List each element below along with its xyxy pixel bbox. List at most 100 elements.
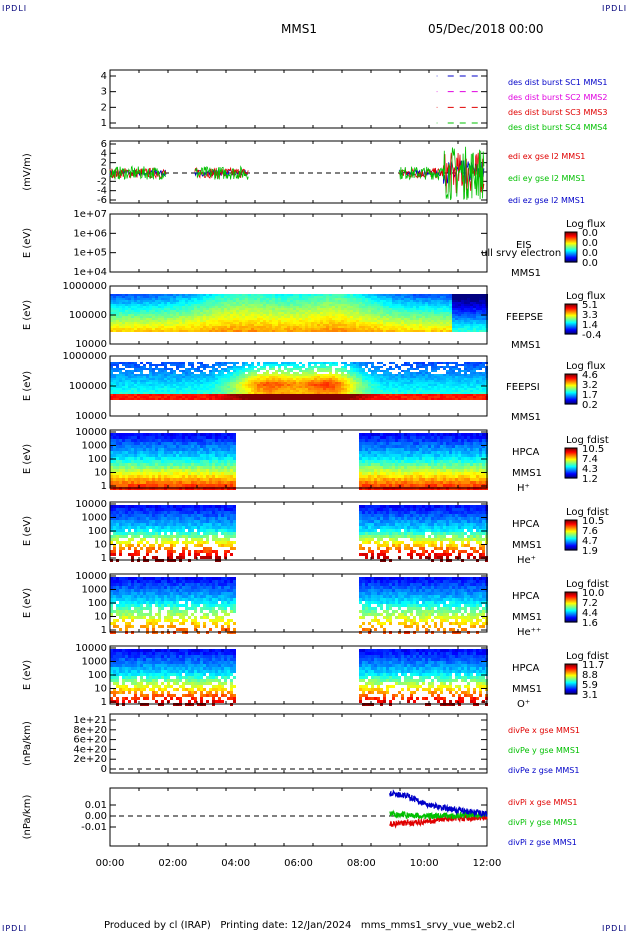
panel-4-heat-cell <box>323 370 326 372</box>
panel-4-heat-cell <box>245 384 248 386</box>
panel-3-heat-cell <box>173 326 176 328</box>
panel-4-heat-cell <box>461 390 464 392</box>
panel-4-heat-cell <box>155 396 158 398</box>
panel-3-heat-cell <box>311 304 314 306</box>
panel-4-heat-cell <box>191 372 194 374</box>
panel-3-heat-cell <box>164 296 167 298</box>
panel-4-heat-cell <box>212 392 215 394</box>
panel-3-heat-cell <box>308 320 311 322</box>
panel-3-heat-cell <box>455 318 458 320</box>
panel-3-heat-cell <box>236 318 239 320</box>
panel-4-heat-cell <box>167 390 170 392</box>
panel-3-heat-cell <box>134 324 137 326</box>
panel-4-heat-cell <box>281 384 284 386</box>
panel-3-heat-cell <box>275 294 278 296</box>
panel-4-heat-cell <box>293 368 296 370</box>
panel-3-heat-cell <box>134 302 137 304</box>
panel-3-heat-cell <box>245 318 248 320</box>
panel-3-heat-cell <box>362 308 365 310</box>
panel-4-heat-cell <box>476 362 479 364</box>
panel-3-heat-cell <box>350 314 353 316</box>
panel-3-heat-cell <box>329 320 332 322</box>
panel-4-heat-cell <box>473 376 476 378</box>
panel-4-heat-cell <box>176 380 179 382</box>
panel-3-heat-cell <box>374 330 377 332</box>
panel-3-heat-cell <box>413 296 416 298</box>
panel-4-heat-cell <box>224 386 227 388</box>
panel-3-heat-cell <box>263 326 266 328</box>
panel-4-heat-cell <box>458 396 461 398</box>
panel-3-heat-cell <box>230 326 233 328</box>
panel-4-heat-cell <box>452 382 455 384</box>
panel-3-colorbar-cell <box>565 330 577 332</box>
panel-3-heat-cell <box>140 312 143 314</box>
panel-3-heat-cell <box>155 320 158 322</box>
panel-4-heat-cell <box>290 390 293 392</box>
panel-3-heat-cell <box>284 306 287 308</box>
panel-3-heat-cell <box>284 318 287 320</box>
panel-3-heat-cell <box>320 316 323 318</box>
panel-4-heat-cell <box>350 390 353 392</box>
panel-3-heat-cell <box>116 306 119 308</box>
panel-3-heat-cell <box>473 298 476 300</box>
panel-5-heat-cell <box>110 433 113 436</box>
panel-4-heat-cell <box>293 394 296 396</box>
panel-4-heat-cell <box>215 396 218 398</box>
panel-3-heat-cell <box>332 312 335 314</box>
panel-4-colorbar-tick: 3.2 <box>582 380 598 391</box>
panel-3-heat-cell <box>401 320 404 322</box>
panel-3-heat-cell <box>149 302 152 304</box>
panel-4-heat-cell <box>407 368 410 370</box>
panel-3-heat-cell <box>110 326 113 328</box>
panel-4-heat-cell <box>383 390 386 392</box>
panel-3-heat-cell <box>131 308 134 310</box>
panel-4-heat-cell <box>341 380 344 382</box>
panel-3-colorbar-cell <box>565 313 577 315</box>
panel-4-heat-cell <box>209 392 212 394</box>
panel-3-heat-cell <box>260 300 263 302</box>
panel-3-heat-cell <box>431 312 434 314</box>
panel-3-heat-cell <box>134 304 137 306</box>
panel-3-heat-cell <box>158 296 161 298</box>
panel-4-heat-cell <box>170 362 173 364</box>
panel-4-heat-cell <box>416 388 419 390</box>
panel-4-heat-cell <box>299 366 302 368</box>
panel-3-heat-cell <box>221 324 224 326</box>
panel-4-heat-cell <box>224 380 227 382</box>
panel-4-heat-cell <box>203 376 206 378</box>
panel-4-heat-cell <box>365 390 368 392</box>
panel-4-heat-cell <box>221 386 224 388</box>
panel-3-heat-cell <box>419 328 422 330</box>
panel-3-heat-cell <box>263 320 266 322</box>
panel-3-heat-cell <box>182 314 185 316</box>
panel-4-heat-cell <box>116 394 119 396</box>
panel-3-heat-cell <box>329 306 332 308</box>
panel-4-heat-cell <box>347 376 350 378</box>
panel-4-heat-cell <box>437 396 440 398</box>
panel-4-heat-cell <box>218 364 221 366</box>
panel-4-heat-cell <box>245 388 248 390</box>
panel-4-heat-cell <box>185 386 188 388</box>
panel-4-heat-cell <box>287 364 290 366</box>
panel-3-heat-cell <box>344 306 347 308</box>
panel-3-heat-cell <box>458 304 461 306</box>
panel-4-heat-cell <box>281 392 284 394</box>
panel-3-heat-cell <box>296 320 299 322</box>
panel-3-heat-cell <box>200 296 203 298</box>
panel-3-heat-cell <box>392 296 395 298</box>
panel-4-heat-cell <box>137 370 140 372</box>
panel-5-heat-cell <box>116 466 119 469</box>
panel-3-heat-cell <box>449 312 452 314</box>
panel-4-heat-cell <box>368 382 371 384</box>
panel-3-heat-cell <box>398 316 401 318</box>
panel-3-heat-cell <box>395 310 398 312</box>
panel-3-heat-cell <box>275 314 278 316</box>
panel-3-heat-cell <box>401 302 404 304</box>
panel-4-heat-cell <box>422 384 425 386</box>
panel-4-heat-cell <box>122 364 125 366</box>
panel-4-heat-cell <box>236 388 239 390</box>
panel-4-heat-cell <box>437 398 440 400</box>
panel-3-heat-cell <box>404 296 407 298</box>
panel-3-heat-cell <box>467 308 470 310</box>
panel-4-colorbar-title: Log flux <box>566 361 606 372</box>
